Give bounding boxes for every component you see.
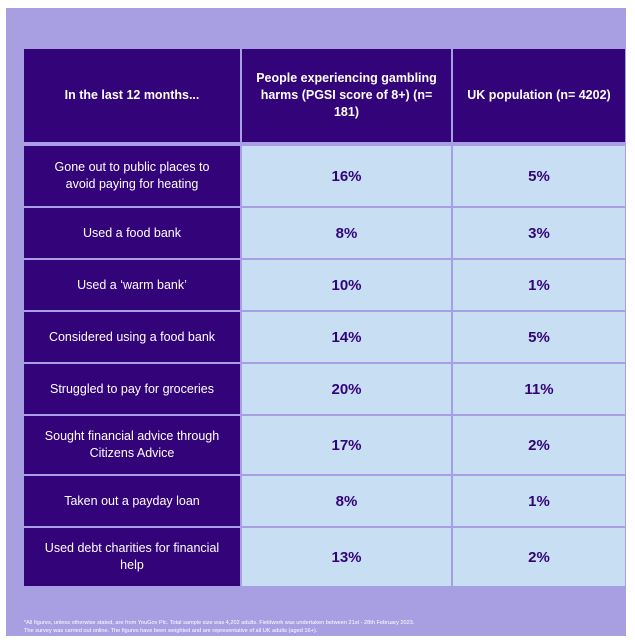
row-label: Struggled to pay for groceries: [24, 364, 240, 414]
harms-value: 16%: [242, 146, 451, 206]
row-label: Taken out a payday loan: [24, 476, 240, 526]
uk-value: 3%: [453, 208, 625, 258]
row-label: Used a food bank: [24, 208, 240, 258]
uk-value: 11%: [453, 364, 625, 414]
harms-value: 20%: [242, 364, 451, 414]
footnote-line: The survey was carried out online. The f…: [24, 628, 318, 634]
row-label: Considered using a food bank: [24, 312, 240, 362]
harms-value: 8%: [242, 208, 451, 258]
comparison-table: In the last 12 months... People experien…: [24, 49, 625, 586]
harms-value: 10%: [242, 260, 451, 310]
uk-value: 1%: [453, 260, 625, 310]
header-uk-population: UK population (n= 4202): [453, 49, 625, 142]
row-label: Used a ‘warm bank’: [24, 260, 240, 310]
harms-value: 14%: [242, 312, 451, 362]
row-label: Sought financial advice through Citizens…: [24, 416, 240, 474]
row-label: Used debt charities for financial help: [24, 528, 240, 586]
uk-value: 5%: [453, 312, 625, 362]
uk-value: 2%: [453, 528, 625, 586]
footnote: *All figures, unless otherwise stated, a…: [24, 619, 624, 635]
row-label: Gone out to public places to avoid payin…: [24, 146, 240, 206]
uk-value: 5%: [453, 146, 625, 206]
uk-value: 2%: [453, 416, 625, 474]
harms-value: 8%: [242, 476, 451, 526]
infographic-card: In the last 12 months... People experien…: [6, 8, 626, 636]
harms-value: 17%: [242, 416, 451, 474]
footnote-line: *All figures, unless otherwise stated, a…: [24, 620, 415, 626]
uk-value: 1%: [453, 476, 625, 526]
header-period: In the last 12 months...: [24, 49, 240, 142]
harms-value: 13%: [242, 528, 451, 586]
header-gambling-harms: People experiencing gambling harms (PGSI…: [242, 49, 451, 142]
